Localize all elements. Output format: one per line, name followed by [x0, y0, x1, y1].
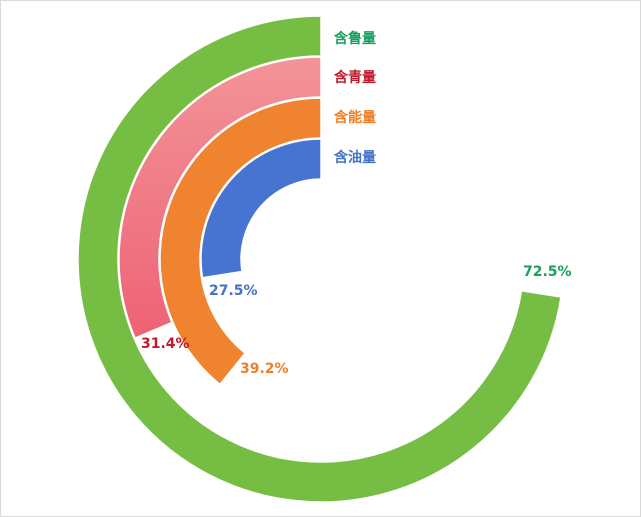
data-value-label: 39.2% — [240, 361, 289, 377]
data-value-label: 72.5% — [523, 264, 572, 280]
series-name-label: 含鲁量 — [334, 30, 376, 47]
ring-arc-4 — [200, 138, 322, 279]
data-value-label: 27.5% — [209, 283, 258, 299]
ring-group — [77, 15, 562, 503]
data-value-label: 31.4% — [141, 336, 190, 352]
ring-arc-1 — [77, 15, 562, 503]
ring-arc-2 — [118, 56, 322, 340]
label-group: 含鲁量 72.5% 含青量 31.4% 含能量 39.2% 含油量 27.5% — [141, 30, 572, 377]
series-name-label: 含青量 — [334, 69, 376, 86]
series-name-label: 含能量 — [334, 109, 376, 126]
series-name-label: 含油量 — [334, 149, 376, 166]
ring-arc-3 — [159, 97, 322, 386]
